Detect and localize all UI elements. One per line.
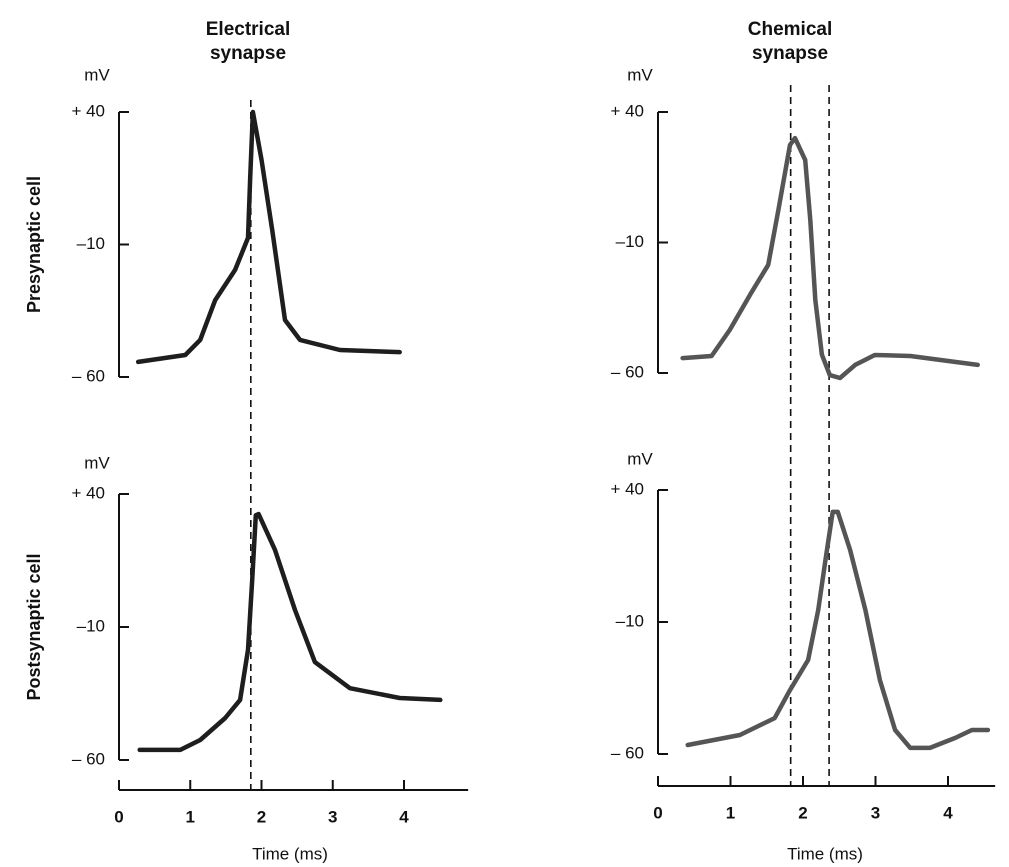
y-tick-label: – 60 [72,366,105,385]
x-tick-label: 3 [871,803,880,822]
y-tick-label: – 60 [611,362,644,381]
x-tick-label: 4 [399,807,409,826]
title-box: Electrical synapse [205,19,291,64]
trace [135,109,402,365]
trace [680,135,980,381]
x-tick-label: 2 [257,807,266,826]
y-tick-label: + 40 [610,101,644,120]
y-tick-label: –10 [77,234,105,253]
x-tick-label: 4 [943,803,953,822]
row-label: Presynaptic cell [24,176,44,313]
y-tick-label: –10 [616,232,644,251]
y-axis-label: mV [84,453,110,472]
x-axis-label: Time (ms) [252,844,328,863]
column-title: Electrical synapse [205,19,291,64]
y-tick-label: – 60 [72,749,105,768]
y-tick-label: –10 [616,611,644,630]
x-tick-label: 0 [653,803,662,822]
y-axis-label: mV [627,449,653,468]
trace [685,509,991,751]
y-tick-label: + 40 [610,479,644,498]
y-tick-label: + 40 [71,101,105,120]
y-axis-label: mV [627,65,653,84]
x-tick-label: 1 [186,807,195,826]
trace [137,511,443,753]
y-tick-label: –10 [77,616,105,635]
x-axis-label: Time (ms) [787,844,863,863]
x-tick-label: 2 [798,803,807,822]
row-label: Postsynaptic cell [24,553,44,700]
column-title: Chemical synapse [747,19,833,64]
x-tick-label: 0 [114,807,123,826]
x-tick-label: 3 [328,807,337,826]
x-tick-label: 1 [726,803,735,822]
y-tick-label: – 60 [611,743,644,762]
y-tick-label: + 40 [71,483,105,502]
title-box: Chemical synapse [747,19,833,64]
y-axis-label: mV [84,65,110,84]
